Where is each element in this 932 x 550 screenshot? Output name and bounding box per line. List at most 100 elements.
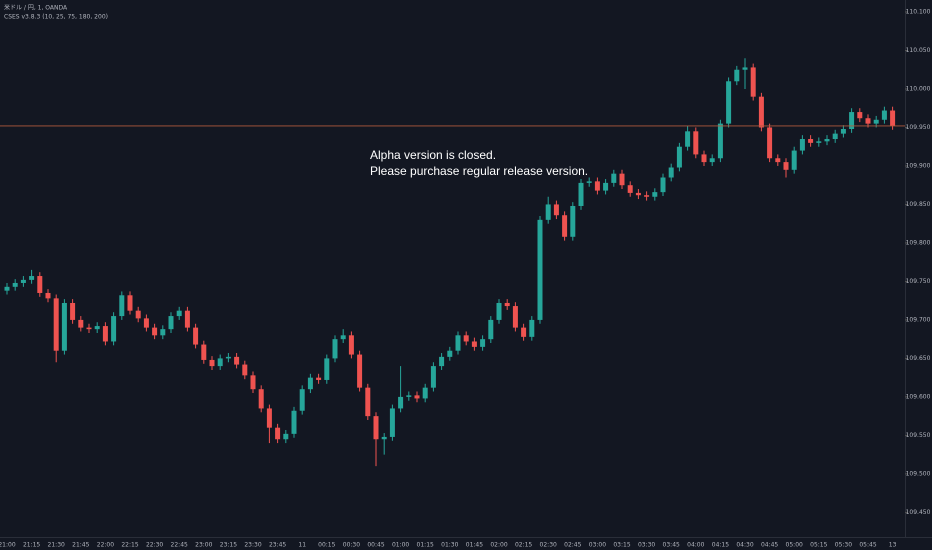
candle-body [808, 139, 814, 143]
candle-body [111, 316, 117, 342]
candle-body [348, 335, 354, 355]
y-tick-label: 109.800 [906, 239, 931, 246]
candle-body [102, 326, 108, 342]
candle-body [225, 356, 231, 359]
candle-body [529, 319, 535, 337]
candle-body [389, 408, 395, 437]
candle-body [307, 377, 313, 390]
x-tick-label: 22:00 [97, 542, 114, 549]
x-tick-label: 05:45 [859, 542, 876, 549]
candle-body [816, 141, 822, 143]
candle-body [471, 341, 477, 347]
candle-body [365, 387, 371, 417]
candle-body [611, 173, 617, 183]
indicator-label: CSES v3.8.3 (10, 25, 75, 180, 200) [4, 14, 108, 21]
candle-body [45, 292, 51, 299]
candle-body [398, 396, 404, 409]
candle-body [406, 395, 412, 397]
candle-body [234, 356, 240, 365]
x-tick-label: 03:30 [638, 542, 655, 549]
candle-body [316, 377, 322, 380]
y-tick-label: 109.950 [906, 124, 931, 131]
candle-body [29, 276, 35, 280]
candle-body [496, 302, 502, 320]
candle-body [857, 112, 863, 119]
candle-body [701, 154, 707, 163]
candle-body [53, 298, 59, 351]
x-tick-label: 21:45 [72, 542, 89, 549]
candle-body [381, 436, 387, 440]
y-tick-label: 109.850 [906, 201, 931, 208]
candle-body [152, 327, 158, 336]
candle-body [676, 146, 682, 168]
annotation: Alpha version is closed. [370, 148, 496, 162]
candle-body [217, 358, 223, 367]
candle-body [455, 335, 461, 351]
x-tick-label: 04:30 [736, 542, 753, 549]
candle-body [644, 195, 650, 197]
candle-body [586, 181, 592, 183]
chart-title: 米ドル / 円, 1, OANDA [4, 4, 68, 12]
candle-body [553, 204, 559, 216]
y-tick-label: 109.750 [906, 278, 931, 285]
candle-body [447, 350, 453, 357]
candle-body [521, 327, 527, 337]
candle-body [693, 131, 699, 155]
candle-body [832, 133, 838, 140]
candle-body [258, 389, 264, 409]
x-tick-label: 23:45 [269, 542, 286, 549]
y-tick-label: 110.100 [906, 9, 931, 16]
candle-body [840, 129, 846, 134]
candle-body [160, 329, 166, 336]
candle-body [340, 335, 346, 340]
candle-body [783, 162, 789, 170]
x-tick-label: 00:30 [343, 542, 360, 549]
candle-body [209, 359, 215, 367]
candle-body [652, 192, 658, 197]
candle-body [562, 215, 568, 237]
candle-body [422, 387, 428, 399]
candle-body [480, 339, 486, 347]
candle-body [750, 67, 756, 97]
candle-body [742, 67, 748, 70]
candle-body [275, 427, 281, 440]
candle-body [37, 276, 43, 293]
candle-body [193, 327, 199, 345]
candle-body [890, 110, 896, 126]
candle-body [603, 182, 609, 191]
y-tick-label: 109.900 [906, 162, 931, 169]
candle-body [78, 319, 84, 328]
candle-body [127, 295, 133, 311]
candle-body [201, 344, 207, 360]
candle-body [775, 158, 781, 163]
candle-body [791, 150, 797, 170]
candle-body [135, 310, 141, 319]
x-tick-label: 21:30 [48, 542, 65, 549]
x-tick-label: 11 [298, 542, 306, 549]
candle-body [184, 310, 190, 328]
y-tick-label: 109.650 [906, 355, 931, 362]
candle-body [61, 302, 67, 351]
candle-body [767, 127, 773, 159]
x-tick-label: 02:30 [540, 542, 557, 549]
y-tick-label: 110.000 [906, 85, 931, 92]
candle-body [94, 326, 100, 330]
x-tick-label: 00:45 [367, 542, 384, 549]
candle-body [799, 139, 805, 151]
x-tick-label: 01:30 [441, 542, 458, 549]
candle-body [537, 219, 543, 320]
candle-body [865, 118, 871, 124]
candle-body [726, 81, 732, 124]
candle-body [668, 167, 674, 178]
candle-body [627, 185, 633, 193]
y-tick-label: 109.600 [906, 393, 931, 400]
candle-body [619, 173, 625, 186]
x-tick-label: 21:15 [23, 542, 40, 549]
x-tick-label: 02:45 [564, 542, 581, 549]
candle-body [512, 306, 518, 328]
candle-body [373, 416, 379, 440]
candle-body [717, 123, 723, 159]
